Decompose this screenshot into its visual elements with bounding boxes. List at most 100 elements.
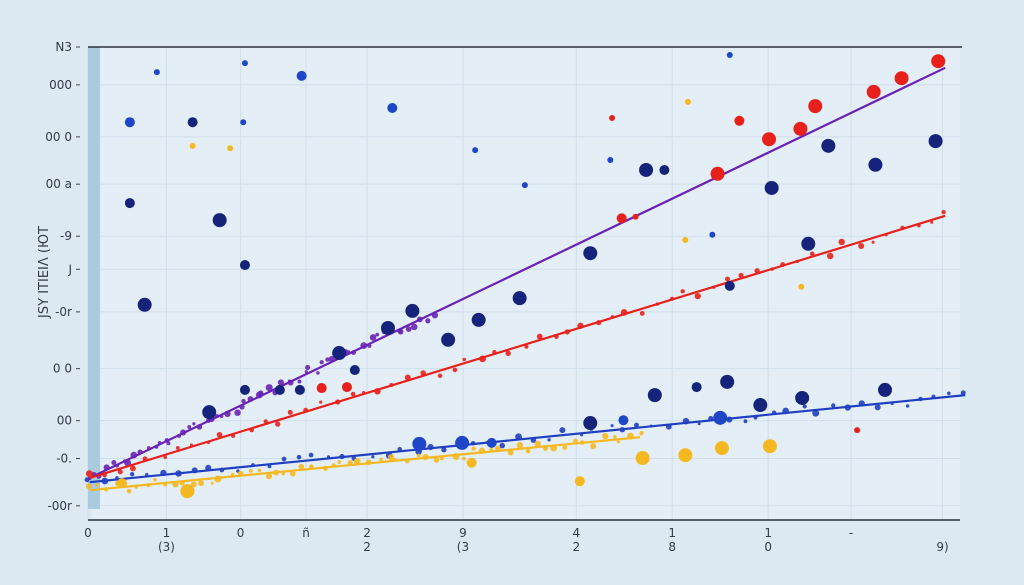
navy-point <box>753 398 768 413</box>
yellow-point <box>117 478 128 489</box>
blue-point <box>241 60 248 67</box>
red-point <box>632 213 639 220</box>
red-trend-marker <box>639 310 645 316</box>
x-tick-label: 1 <box>668 526 676 540</box>
purple-trend-marker <box>375 332 380 337</box>
yellow-trend-marker <box>230 472 235 476</box>
purple-trend-line <box>89 66 946 479</box>
navy-point <box>583 416 598 431</box>
yellow-trend-marker <box>289 470 296 477</box>
yellow-point <box>180 484 195 499</box>
blue-trend-marker <box>129 472 135 477</box>
navy-point <box>441 332 456 347</box>
yellow-trend-marker <box>616 440 620 444</box>
blue-point <box>521 182 528 189</box>
red-point <box>616 213 627 224</box>
x-tick-label: 0 <box>237 526 245 540</box>
red-trend-marker <box>216 431 223 438</box>
purple-trend-marker <box>192 422 196 426</box>
yellow-trend-marker <box>85 483 92 490</box>
navy-point <box>405 303 420 318</box>
yellow-trend-marker <box>613 434 617 439</box>
x-tick-label: - <box>849 526 853 540</box>
red-point <box>931 54 946 69</box>
red-trend-marker <box>536 333 543 340</box>
yellow-point <box>466 457 477 468</box>
red-point <box>866 84 881 99</box>
yellow-point <box>574 476 585 487</box>
yellow-point <box>714 441 729 456</box>
red-trend-marker <box>129 465 136 472</box>
blue-point <box>240 119 247 126</box>
red-trend-marker <box>175 446 180 450</box>
y-tick-label: 00 a <box>46 177 72 191</box>
yellow-trend-marker <box>507 449 514 456</box>
red-trend-marker <box>941 209 946 215</box>
blue-trend-marker <box>84 477 90 483</box>
blue-trend-marker <box>441 447 447 453</box>
red-trend-marker <box>680 289 685 294</box>
yellow-point <box>798 283 805 290</box>
navy-point <box>187 117 198 128</box>
yellow-trend-line <box>89 436 641 492</box>
yellow-point <box>227 145 234 152</box>
yellow-point <box>189 142 196 149</box>
red-trend-marker <box>319 400 323 404</box>
blue-trend-marker <box>296 454 302 460</box>
x-tick-label: 1 <box>163 526 171 540</box>
yellow-trend-marker <box>126 488 132 494</box>
blue-point <box>607 157 614 164</box>
red-point <box>316 383 327 394</box>
y-tick-label: 0 0 <box>53 362 72 376</box>
blue-trend-marker <box>831 403 836 408</box>
y-tick-label: 00 <box>57 414 72 428</box>
y-tick-label: N3 <box>55 40 72 54</box>
red-trend-marker <box>350 391 356 397</box>
navy-point <box>124 198 135 209</box>
purple-trend-marker <box>277 379 285 386</box>
y-tick-label: -0. <box>56 452 72 466</box>
navy-point <box>380 320 395 335</box>
navy-point <box>878 382 893 397</box>
red-point <box>762 132 777 147</box>
x-tick-label: 0 <box>84 526 92 540</box>
blue-trend-line <box>89 394 966 484</box>
blue-point <box>486 437 497 448</box>
navy-point <box>212 213 227 228</box>
blue-trend-marker <box>308 452 314 458</box>
y-tick-label: -0r <box>55 305 72 319</box>
x-tick-sublabel: 2 <box>572 540 580 554</box>
yellow-trend-marker <box>265 473 273 480</box>
navy-point <box>639 162 654 177</box>
blue-point <box>387 103 398 114</box>
red-trend-marker <box>809 251 815 257</box>
red-trend-marker <box>858 242 865 249</box>
red-trend-marker <box>838 238 845 246</box>
x-tick-label: 4 <box>572 526 580 540</box>
trend-lines <box>84 66 966 494</box>
yellow-trend-marker <box>516 442 524 449</box>
red-point <box>854 427 861 434</box>
red-trend-marker <box>437 373 443 379</box>
red-trend-marker <box>826 252 834 260</box>
navy-point <box>691 382 702 393</box>
y-tick-label: J <box>67 262 72 276</box>
blue-trend-marker <box>802 404 807 409</box>
blue-trend-marker <box>697 422 701 426</box>
purple-trend-marker <box>305 364 311 371</box>
x-tick-label: ñ <box>302 526 310 540</box>
red-trend-line <box>89 214 946 479</box>
blue-point <box>472 147 479 154</box>
y-tick-label: -00r <box>47 499 72 513</box>
x-tick-label: 1 <box>764 526 772 540</box>
yellow-trend-marker <box>534 440 541 448</box>
blue-trend-marker <box>559 427 566 434</box>
red-trend-marker <box>524 344 529 349</box>
yellow-trend-marker <box>461 456 466 461</box>
red-point <box>341 382 352 393</box>
purple-trend-marker <box>319 360 324 365</box>
purple-trend-marker <box>234 409 241 416</box>
y-tick-label: -9 <box>60 229 72 243</box>
red-trend-marker <box>505 350 511 357</box>
